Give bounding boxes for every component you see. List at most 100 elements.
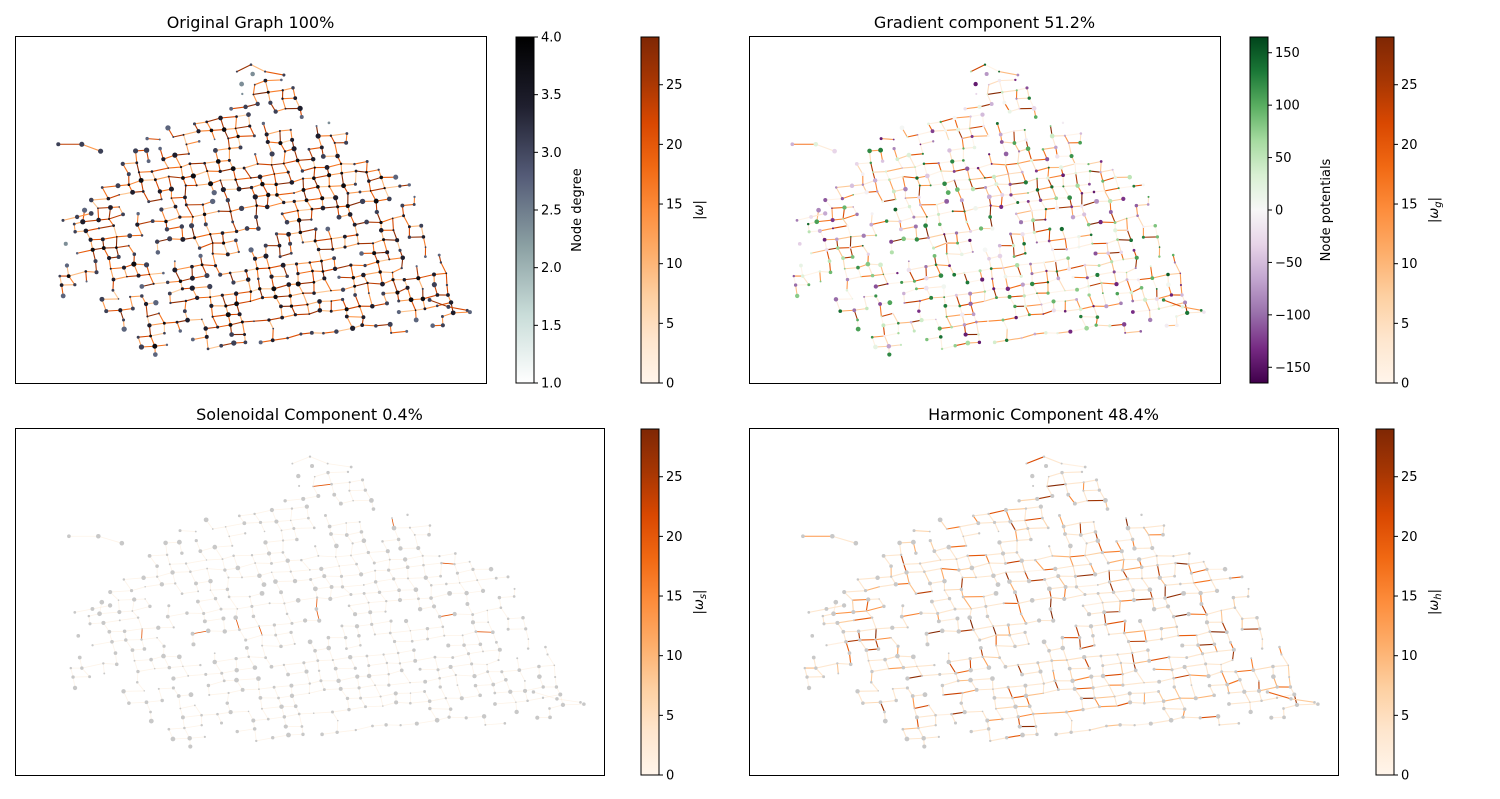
graph-edge <box>962 536 967 547</box>
graph-edge <box>424 691 431 702</box>
graph-node <box>90 247 95 252</box>
graph-edge <box>274 685 292 688</box>
graph-node <box>290 621 294 625</box>
graph-node <box>235 115 238 118</box>
graph-node <box>1258 627 1262 631</box>
graph-edge <box>332 711 339 721</box>
graph-node <box>227 576 230 579</box>
graph-node <box>980 277 985 282</box>
graph-node <box>892 312 894 315</box>
graph-node <box>1199 602 1204 606</box>
graph-node <box>160 698 164 703</box>
graph-edge <box>346 644 361 650</box>
graph-node <box>892 138 895 141</box>
graph-node <box>889 250 894 255</box>
graph-edge <box>323 575 332 588</box>
graph-edge <box>1117 292 1132 295</box>
graph-node <box>1056 332 1059 335</box>
graph-node <box>213 138 216 141</box>
graph-edge <box>881 312 894 318</box>
graph-edge <box>149 554 168 557</box>
graph-node <box>335 730 339 735</box>
graph-node <box>1089 233 1093 237</box>
graph-node <box>143 262 150 268</box>
graph-node <box>185 611 189 615</box>
graph-edge <box>1122 559 1125 571</box>
graph-node <box>838 309 843 313</box>
graph-edge <box>1088 611 1105 615</box>
graph-edge <box>462 631 476 636</box>
degree-tick-label: 1.5 <box>541 319 562 334</box>
graph-node <box>1038 198 1043 203</box>
graph-node <box>163 331 166 335</box>
graph-node <box>1256 688 1262 693</box>
graph-node <box>1026 578 1032 584</box>
graph-edge <box>189 162 205 165</box>
graph-edge <box>837 619 854 624</box>
graph-edge <box>876 627 893 630</box>
graph-node <box>1007 579 1012 584</box>
graph-node <box>256 676 261 681</box>
graph-edge <box>819 271 822 282</box>
graph-node <box>905 676 910 681</box>
graph-node <box>302 661 306 665</box>
graph-node <box>143 690 145 692</box>
graph-edge <box>1044 209 1047 220</box>
graph-edge <box>410 628 428 632</box>
graph-node <box>870 616 874 619</box>
graph-node <box>1107 580 1112 584</box>
graph-edge <box>81 143 101 152</box>
graph-edge <box>271 571 291 573</box>
graph-node <box>283 724 288 729</box>
graph-edge <box>355 725 373 731</box>
graph-node <box>807 611 811 614</box>
graph-edge <box>1090 170 1101 173</box>
graph-node <box>945 315 948 318</box>
graph-edge <box>1046 483 1066 488</box>
graph-node <box>311 269 314 273</box>
graph-node <box>258 287 262 291</box>
graph-edge <box>1039 671 1045 684</box>
graph-node <box>909 320 913 324</box>
graph-node <box>984 177 986 179</box>
graph-node <box>284 107 287 110</box>
graph-node <box>976 166 980 170</box>
graph-node <box>976 521 981 526</box>
graph-edge <box>138 171 152 173</box>
graph-node <box>968 301 973 306</box>
graph-node <box>353 666 357 670</box>
graph-edge <box>379 592 387 602</box>
graph-node <box>222 679 226 683</box>
graph-node <box>882 604 886 609</box>
graph-node <box>855 212 859 217</box>
graph-node <box>59 283 64 287</box>
graph-node <box>421 554 424 557</box>
graph-node <box>985 718 990 723</box>
graph-edge <box>474 671 488 677</box>
graph-edge <box>309 262 313 272</box>
graph-edge <box>475 631 481 645</box>
graph-node <box>296 209 299 212</box>
graph-node <box>896 644 900 648</box>
graph-node <box>237 250 240 254</box>
graph-node <box>1067 141 1070 144</box>
graph-node <box>330 237 333 240</box>
graph-edge <box>835 187 843 199</box>
graph-edge <box>998 80 1003 93</box>
graph-edge <box>1062 172 1076 176</box>
graph-node <box>1079 314 1083 319</box>
graph-node <box>369 498 374 503</box>
graph-node <box>907 260 910 263</box>
graph-node <box>80 219 86 225</box>
graph-node <box>392 639 397 644</box>
graph-edge <box>1066 711 1073 721</box>
graph-node <box>447 715 451 719</box>
graph-node <box>956 241 959 245</box>
graph-node <box>439 574 443 578</box>
graph-edge <box>852 598 869 601</box>
graph-node <box>870 335 874 339</box>
graph-edge <box>256 268 259 279</box>
graph-node <box>185 143 188 146</box>
graph-edge <box>1211 577 1231 581</box>
graph-node <box>1035 241 1038 244</box>
